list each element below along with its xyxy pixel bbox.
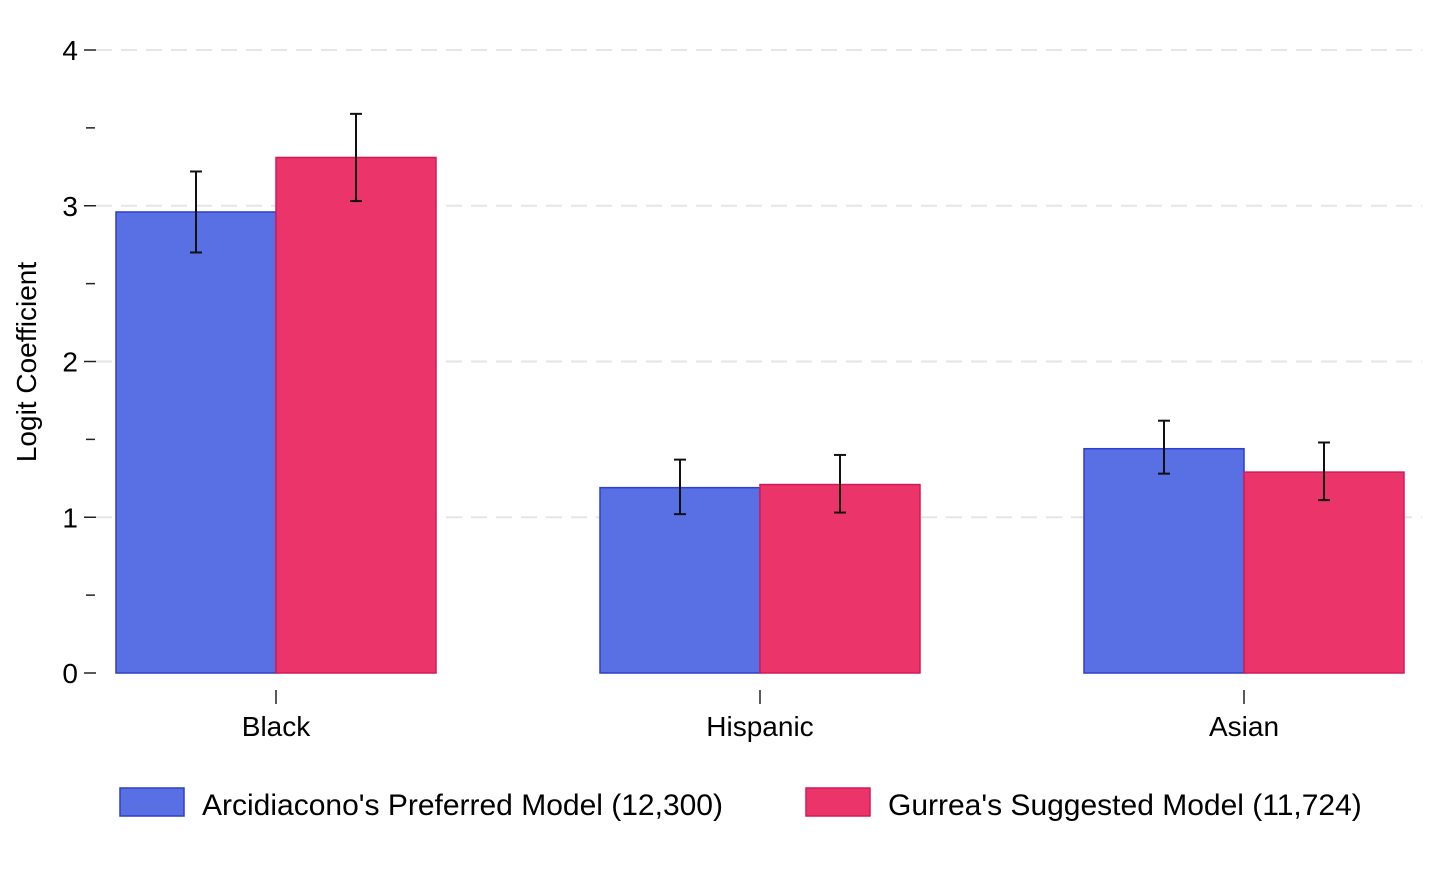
x-axis: Black Hispanic Asian [242, 690, 1279, 742]
bar-black-series-2 [275, 156, 437, 674]
bar-hispanic-series-2 [759, 483, 921, 674]
y-tick-label: 3 [62, 191, 78, 222]
y-tick-label: 1 [62, 502, 78, 533]
bar-asian-series-1 [1083, 447, 1245, 674]
legend-label-series-1: Arcidiacono's Preferred Model (12,300) [202, 789, 723, 822]
bar-asian-series-2 [1243, 471, 1405, 674]
y-tick-label: 4 [62, 35, 78, 66]
y-tick-label: 0 [62, 658, 78, 689]
y-axis-title: Logit Coefficient [11, 262, 42, 463]
legend-label-series-2: Gurrea's Suggested Model (11,724) [888, 789, 1362, 822]
bar-black-series-1 [115, 211, 277, 674]
error-bars [190, 112, 1330, 516]
x-tick-label: Asian [1209, 711, 1279, 742]
x-tick-label: Black [242, 711, 311, 742]
legend-swatch-series-2 [805, 787, 871, 817]
bar-hispanic-series-1 [599, 486, 761, 674]
x-tick-label: Hispanic [706, 711, 813, 742]
y-tick-label: 2 [62, 347, 78, 378]
legend-swatch-series-1 [119, 787, 185, 817]
legend: Arcidiacono's Preferred Model (12,300) Gu… [119, 787, 1362, 822]
y-axis: 0 1 2 3 4 [62, 35, 96, 689]
bars [115, 156, 1405, 674]
